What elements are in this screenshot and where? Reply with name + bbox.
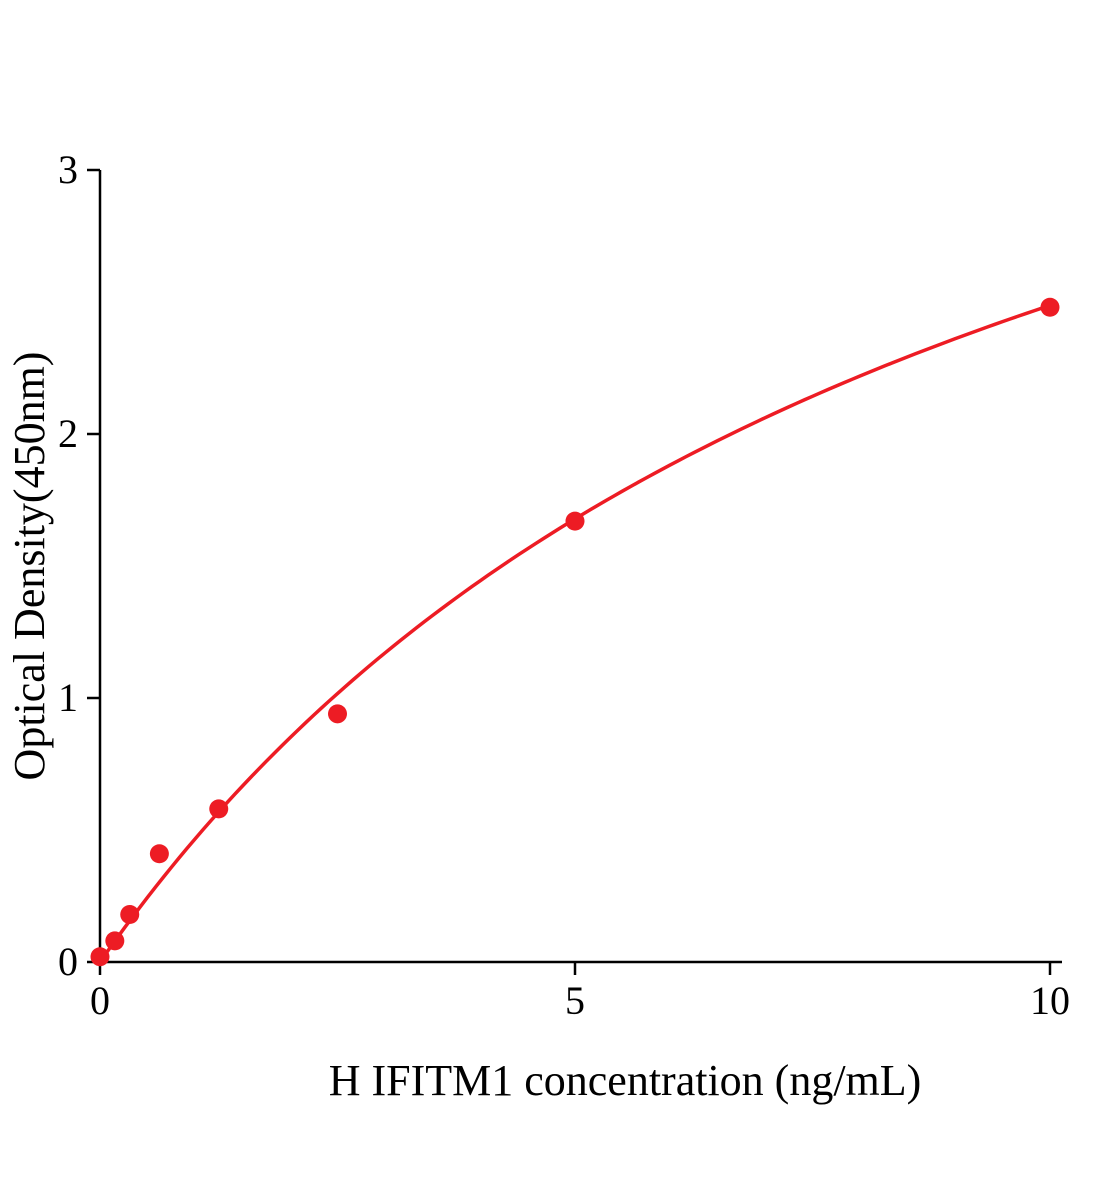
x-tick-label: 0 bbox=[90, 978, 110, 1023]
x-axis-label: H IFITM1 concentration (ng/mL) bbox=[329, 1056, 922, 1105]
y-tick-label: 1 bbox=[58, 675, 78, 720]
data-point bbox=[105, 931, 125, 951]
axes: 0 5 10 0 1 2 3 bbox=[58, 147, 1070, 1023]
y-tick-label: 0 bbox=[58, 939, 78, 984]
fit-curve bbox=[98, 303, 1052, 964]
data-point bbox=[1040, 297, 1060, 317]
y-tick-label: 3 bbox=[58, 147, 78, 192]
standard-curve-path bbox=[98, 303, 1052, 964]
y-tick-label: 2 bbox=[58, 411, 78, 456]
y-axis-label: Optical Density(450nm) bbox=[5, 352, 54, 781]
data-point bbox=[328, 704, 347, 724]
x-tick-label: 5 bbox=[565, 978, 585, 1023]
data-point bbox=[90, 947, 110, 967]
x-tick-label: 10 bbox=[1030, 978, 1070, 1023]
data-points bbox=[90, 297, 1060, 967]
axis-labels: H IFITM1 concentration (ng/mL) Optical De… bbox=[5, 352, 921, 1105]
data-point bbox=[565, 511, 585, 531]
data-point bbox=[209, 799, 229, 819]
data-point bbox=[149, 844, 169, 864]
data-point bbox=[120, 904, 140, 924]
